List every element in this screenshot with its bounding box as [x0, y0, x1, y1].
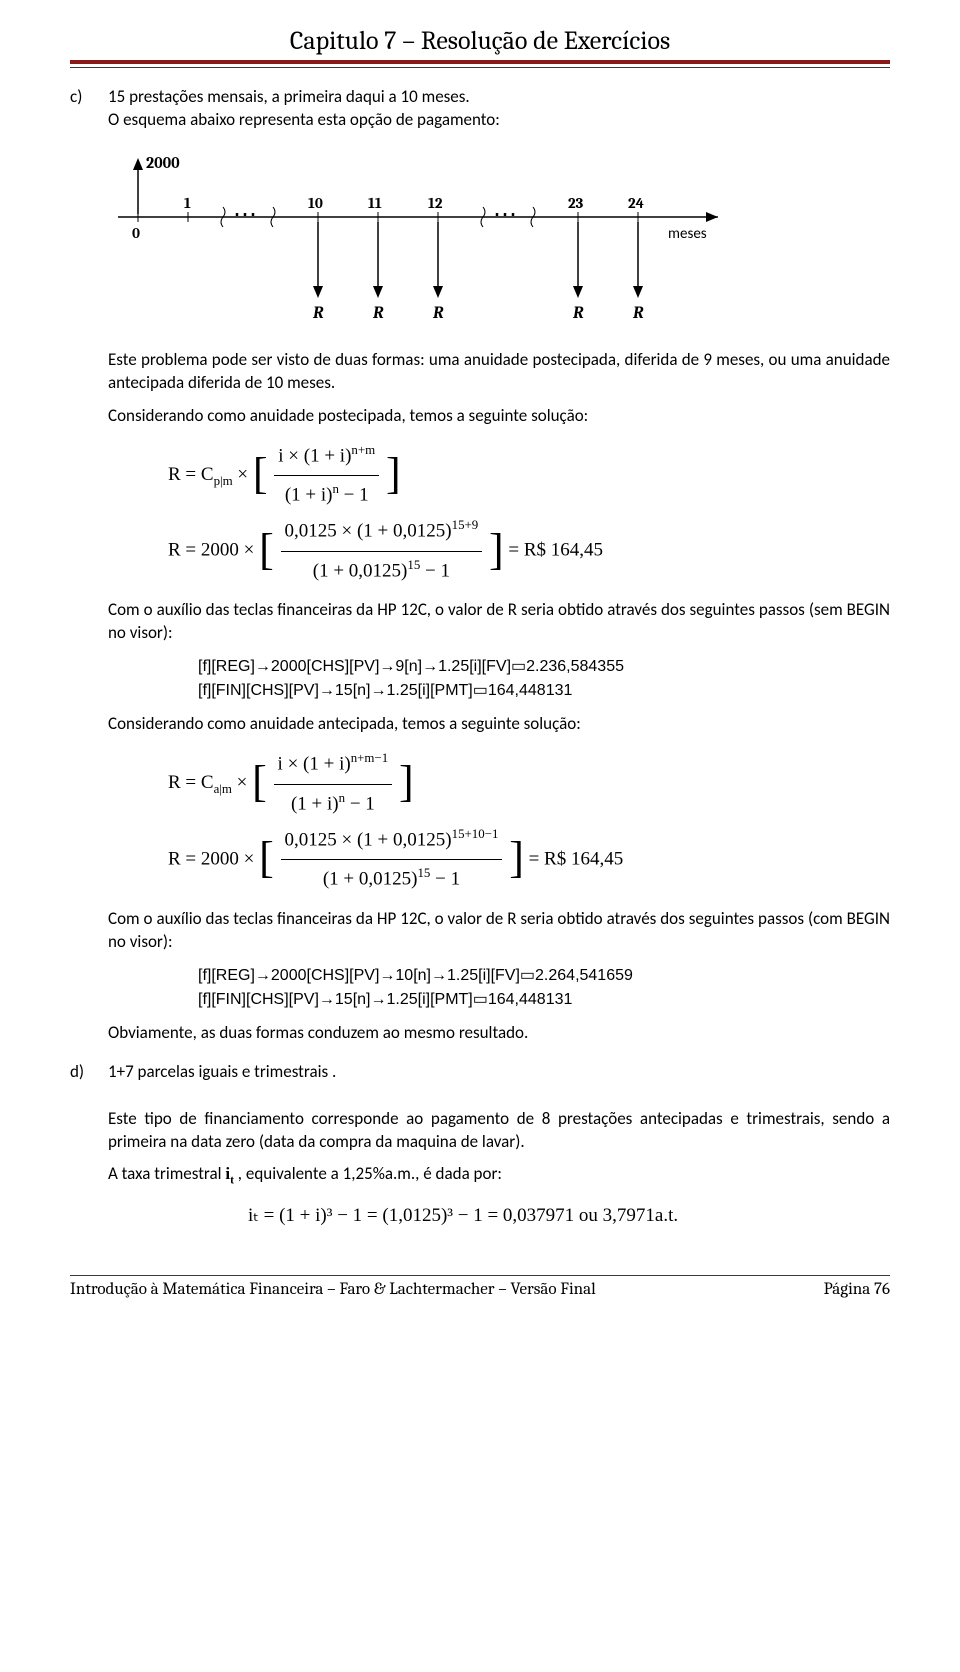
- item-c-line1: 15 prestações mensais, a primeira daqui …: [108, 86, 890, 109]
- page: Capitulo 7 – Resolução de Exercícios c) …: [0, 0, 960, 1672]
- timeline-diagram: 0 2000 1 ⋯ 10 11: [108, 142, 788, 339]
- diagram-tick-24: 24: [628, 194, 644, 212]
- eq-p-lhs: R = Cp|m ×: [168, 464, 253, 485]
- item-c-line2: O esquema abaixo representa esta opção d…: [108, 109, 890, 132]
- item-c-para6: Obviamente, as duas formas conduzem ao m…: [108, 1022, 890, 1045]
- keyseq-1-l2: [f][FIN][CHS][PV]→15[n]→1.25[i][PMT]▭164…: [198, 679, 890, 703]
- eq-p-line2-res: = R$ 164,45: [508, 540, 603, 561]
- item-c-para2: Considerando como anuidade postecipada, …: [108, 405, 890, 428]
- item-d-label: d): [70, 1061, 94, 1245]
- diagram-tick-11: 11: [368, 194, 382, 212]
- svg-text:R: R: [312, 304, 324, 323]
- keyseq-2-l1: [f][REG]→2000[CHS][PV]→10[n]→1.25[i][FV]…: [198, 964, 890, 988]
- item-c-para3: Com o auxílio das teclas financeiras da …: [108, 599, 890, 645]
- item-c-para4: Considerando como anuidade antecipada, t…: [108, 713, 890, 736]
- keyseq-2: [f][REG]→2000[CHS][PV]→10[n]→1.25[i][FV]…: [198, 964, 890, 1012]
- eq-p-line2-pre: R = 2000 ×: [168, 540, 254, 561]
- diagram-tick-10: 10: [308, 194, 323, 212]
- diagram-origin: 0: [132, 224, 140, 242]
- svg-text:R: R: [632, 304, 644, 323]
- keyseq-1-l1: [f][REG]→2000[CHS][PV]→9[n]→1.25[i][FV]▭…: [198, 655, 890, 679]
- break-icon: ⋯: [233, 202, 257, 228]
- item-d: d) 1+7 parcelas iguais e trimestrais . E…: [70, 1061, 890, 1245]
- item-c-para1: Este problema pode ser visto de duas for…: [108, 349, 890, 395]
- keyseq-1: [f][REG]→2000[CHS][PV]→9[n]→1.25[i][FV]▭…: [198, 655, 890, 703]
- item-d-para1: Este tipo de financiamento corresponde a…: [108, 1108, 890, 1154]
- item-c-para5: Com o auxílio das teclas financeiras da …: [108, 908, 890, 954]
- chapter-title: Capitulo 7 – Resolução de Exercícios: [70, 26, 890, 56]
- diagram-tick-1: 1: [184, 194, 191, 212]
- item-c: c) 15 prestações mensais, a primeira daq…: [70, 86, 890, 1055]
- break-icon: ⋯: [493, 202, 517, 228]
- footer-right: Página 76: [824, 1280, 890, 1299]
- diagram-r-arrows: R R R R R: [312, 222, 644, 323]
- eq-it: iₜ = (1 + i)³ − 1 = (1,0125)³ − 1 = 0,03…: [248, 1198, 890, 1234]
- diagram-axis-label: meses: [668, 225, 707, 243]
- diagram-top-value: 2000: [146, 154, 180, 172]
- eq-postecipada: R = Cp|m × [ i × (1 + i)n+m (1 + i)n − 1…: [168, 438, 890, 590]
- eq-a-line2-res: = R$ 164,45: [529, 848, 624, 869]
- eq-a-lhs: R = Ca|m ×: [168, 772, 252, 793]
- item-c-body: 15 prestações mensais, a primeira daqui …: [108, 86, 890, 1055]
- diagram-tick-12: 12: [428, 194, 443, 212]
- svg-text:R: R: [572, 304, 584, 323]
- eq-a-line2-pre: R = 2000 ×: [168, 848, 254, 869]
- footer: Introdução à Matemática Financeira – Far…: [70, 1275, 890, 1299]
- svg-text:R: R: [432, 304, 444, 323]
- diagram-tick-23: 23: [568, 194, 584, 212]
- eq-antecipada: R = Ca|m × [ i × (1 + i)n+m−1 (1 + i)n −…: [168, 746, 890, 898]
- keyseq-2-l2: [f][FIN][CHS][PV]→15[n]→1.25[i][PMT]▭164…: [198, 988, 890, 1012]
- svg-text:R: R: [372, 304, 384, 323]
- item-c-label: c): [70, 86, 94, 1055]
- item-d-line1: 1+7 parcelas iguais e trimestrais .: [108, 1061, 890, 1084]
- title-rule: [70, 60, 890, 68]
- item-d-para2: A taxa trimestral it , equivalente a 1,2…: [108, 1163, 890, 1188]
- item-d-body: 1+7 parcelas iguais e trimestrais . Este…: [108, 1061, 890, 1245]
- footer-left: Introdução à Matemática Financeira – Far…: [70, 1280, 596, 1299]
